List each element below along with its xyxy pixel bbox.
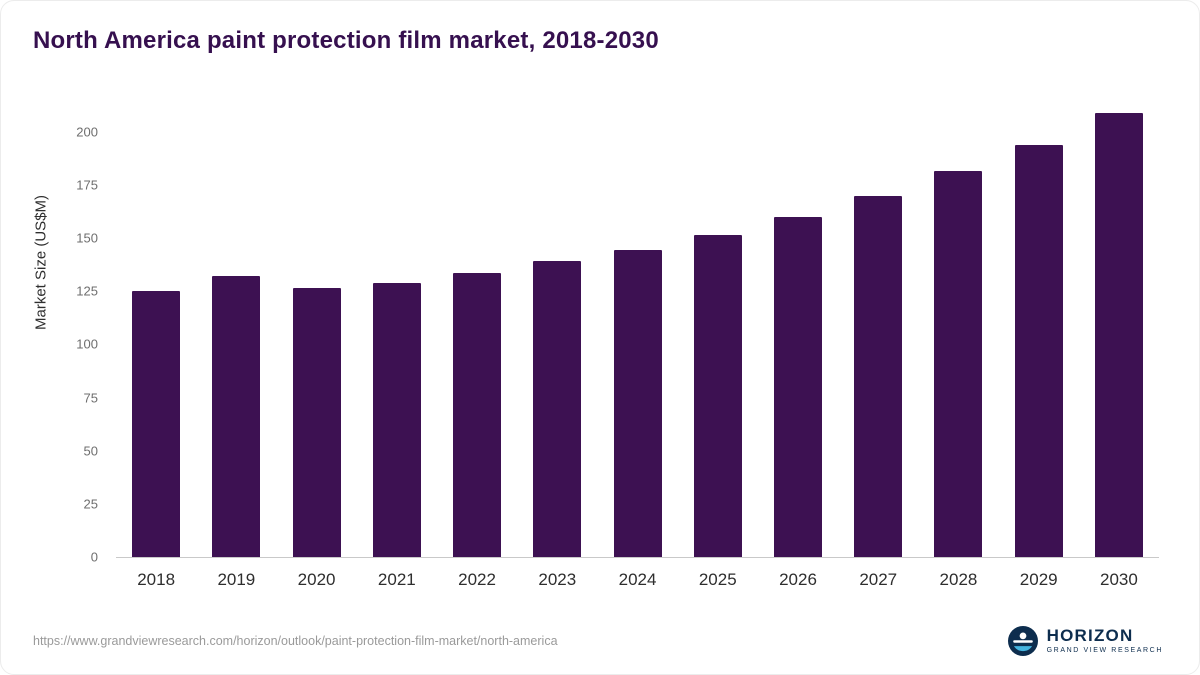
bar-slot: [276, 102, 356, 557]
logo-subtitle: GRAND VIEW RESEARCH: [1046, 647, 1163, 655]
x-tick-label: 2028: [939, 570, 978, 589]
y-tick-label: 75: [83, 390, 98, 406]
bar-2023: [533, 261, 582, 557]
y-tick-label: 50: [83, 443, 98, 459]
bar-slot: [437, 102, 517, 557]
chart-area: Market Size (US$M) 0 25 50 75 100 125 150 175 20…: [1, 102, 1199, 590]
x-tick-label: 2024: [618, 570, 657, 589]
x-tick-label: 2023: [538, 570, 577, 589]
x-tick-label: 2019: [217, 570, 256, 589]
bar-slot: [517, 102, 597, 557]
bar-2026: [773, 216, 822, 557]
bar-2030: [1094, 112, 1143, 557]
logo-name: HORIZON: [1046, 626, 1134, 646]
x-tick-label: 2021: [377, 570, 416, 589]
x-tick-label: 2025: [698, 570, 737, 589]
horizon-logo-icon: [1007, 626, 1038, 656]
bar-2019: [212, 276, 261, 557]
y-tick-label: 125: [76, 283, 98, 299]
bar-slot: [1079, 102, 1159, 557]
y-tick-label: 25: [83, 496, 98, 512]
brand-logo: HORIZON GRAND VIEW RESEARCH: [1007, 626, 1163, 656]
bar-2027: [854, 195, 903, 557]
y-tick-label: 100: [76, 336, 98, 352]
x-tick-label: 2018: [137, 570, 176, 589]
bar-2022: [453, 273, 502, 557]
plot-area: 0 25 50 75 100 125 150 175 200: [76, 102, 1159, 564]
bar-slot: [999, 102, 1079, 557]
bar-slot: [357, 102, 437, 557]
bar-2028: [934, 171, 983, 557]
bar-slot: [758, 102, 838, 557]
bar-2024: [613, 249, 662, 557]
x-axis-labels: 2018 2019 2020 2021 2022 2023 2024 2025 2026 2027…: [116, 570, 1159, 590]
y-axis-label: Market Size (US$M): [32, 194, 50, 330]
x-tick-label: 2030: [1100, 570, 1138, 589]
logo-text: HORIZON GRAND VIEW RESEARCH: [1047, 627, 1163, 654]
y-tick-label: 175: [76, 177, 98, 193]
bar-slot: [918, 102, 998, 557]
bar-2021: [372, 282, 421, 557]
bar-2025: [693, 234, 742, 557]
bar-slot: [678, 102, 758, 557]
chart-title: North America paint protection film mark…: [33, 27, 659, 54]
bar-series: [116, 102, 1159, 557]
x-tick-label: 2027: [859, 570, 898, 589]
bar-2029: [1014, 144, 1063, 557]
bar-slot: [196, 102, 276, 557]
x-tick-label: 2022: [458, 570, 496, 589]
bar-slot: [116, 102, 196, 557]
bar-2018: [132, 291, 181, 557]
y-tick-label: 150: [76, 230, 98, 246]
x-tick-label: 2026: [779, 570, 817, 589]
bar-2020: [292, 288, 341, 557]
y-tick-label: 0: [90, 549, 98, 565]
bar-slot: [838, 102, 918, 557]
y-tick-label: 200: [76, 124, 98, 140]
footer: https://www.grandviewresearch.com/horizo…: [33, 626, 1163, 656]
source-url: https://www.grandviewresearch.com/horizo…: [33, 634, 558, 648]
x-tick-label: 2029: [1019, 570, 1058, 589]
x-tick-label: 2020: [297, 570, 336, 589]
bar-slot: [597, 102, 677, 557]
